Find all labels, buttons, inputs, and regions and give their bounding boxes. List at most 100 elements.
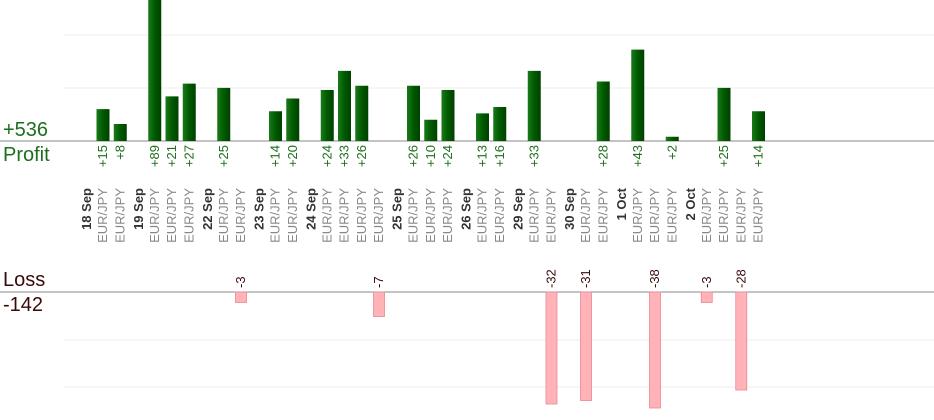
profit-bar: [182, 83, 196, 141]
pair-label: EUR/JPY: [647, 188, 662, 243]
profit-value-label: +25: [716, 145, 731, 167]
labels: +15 EUR/JPY +8 EUR/JPY +89 EUR/JPY +21 EUR/JPY +…: [79, 145, 766, 288]
bars: [96, 0, 765, 409]
loss-label: Loss: [3, 269, 46, 291]
pair-label: EUR/JPY: [371, 188, 386, 243]
profit-value-label: +2: [664, 145, 679, 160]
date-label: 2 Oct: [683, 187, 698, 220]
date-label: 29 Sep: [510, 188, 525, 230]
profit-bar: [596, 81, 610, 141]
loss-bar: [373, 291, 385, 317]
date-label: 1 Oct: [614, 187, 629, 220]
profit-value-label: +26: [354, 145, 369, 167]
pair-label: EUR/JPY: [630, 188, 645, 243]
profit-value-label: +8: [112, 145, 127, 160]
profit-bar: [752, 111, 765, 141]
pair-label: EUR/JPY: [147, 188, 162, 243]
loss-bar: [649, 291, 661, 409]
profit-value-label: +14: [751, 145, 766, 167]
date-label: 26 Sep: [459, 188, 474, 230]
pair-label: EUR/JPY: [268, 188, 283, 243]
profit-bar: [320, 90, 334, 141]
pair-label: EUR/JPY: [492, 188, 507, 243]
profit-bar: [355, 85, 369, 141]
profit-bar: [527, 70, 541, 141]
loss-bar: [235, 291, 247, 303]
profit-bar: [493, 107, 507, 141]
profit-total: +536: [3, 119, 49, 141]
pair-label: EUR/JPY: [112, 188, 127, 243]
profit-value-label: +15: [95, 145, 110, 167]
pair-label: EUR/JPY: [95, 188, 110, 243]
pair-label: EUR/JPY: [285, 188, 300, 243]
pair-label: EUR/JPY: [233, 188, 248, 243]
profit-value-label: +43: [630, 145, 645, 167]
loss-bar: [545, 291, 558, 405]
profit-value-label: +27: [181, 145, 196, 167]
pair-label: EUR/JPY: [337, 188, 352, 243]
pair-label: EUR/JPY: [733, 188, 748, 243]
profit-value-label: +25: [216, 145, 231, 167]
profit-bar: [96, 109, 110, 141]
date-label: 18 Sep: [79, 188, 94, 230]
profit-value-label: +14: [268, 145, 283, 167]
profit-bar: [717, 87, 731, 141]
pair-label: EUR/JPY: [181, 188, 196, 243]
profit-bar: [165, 96, 179, 141]
loss-value-label: -31: [578, 269, 593, 288]
date-label: 30 Sep: [562, 188, 577, 230]
date-label: 24 Sep: [303, 188, 318, 230]
profit-value-label: +33: [337, 145, 352, 167]
loss-bar: [735, 291, 748, 391]
profit-bar: [476, 113, 489, 141]
profit-value-label: +28: [595, 145, 610, 167]
loss-bar: [700, 291, 713, 303]
profit-bar: [269, 111, 282, 141]
pair-label: EUR/JPY: [751, 188, 766, 243]
date-label: 19 Sep: [131, 188, 146, 230]
pair-label: EUR/JPY: [595, 188, 610, 243]
profit-bar: [665, 136, 679, 141]
date-label: 22 Sep: [200, 188, 215, 230]
pair-label: EUR/JPY: [319, 188, 334, 243]
pair-label: EUR/JPY: [716, 188, 731, 243]
profit-bar: [113, 124, 127, 141]
pair-label: EUR/JPY: [699, 188, 714, 243]
pair-label: EUR/JPY: [164, 188, 179, 243]
date-label: 23 Sep: [252, 188, 267, 230]
profit-value-label: +13: [475, 145, 490, 167]
profit-bar: [148, 0, 162, 141]
profit-bar: [424, 119, 438, 141]
date-label: 25 Sep: [390, 188, 405, 230]
loss-total: -142: [3, 294, 44, 316]
pair-label: EUR/JPY: [475, 188, 490, 243]
pair-label: EUR/JPY: [544, 188, 559, 243]
profit-value-label: +89: [147, 145, 162, 167]
loss-value-label: -38: [647, 269, 662, 288]
pair-label: EUR/JPY: [216, 188, 231, 243]
profit-value-label: +20: [285, 145, 300, 167]
profit-bar: [286, 98, 300, 141]
profit-label: Profit: [3, 144, 50, 166]
pair-label: EUR/JPY: [664, 188, 679, 243]
loss-value-label: -3: [699, 276, 714, 288]
profit-bar: [407, 85, 420, 141]
profit-bar: [441, 90, 455, 141]
profit-bar: [338, 70, 351, 141]
pair-label: EUR/JPY: [578, 188, 593, 243]
pair-label: EUR/JPY: [526, 188, 541, 243]
profit-bar: [631, 49, 645, 141]
profit-bar: [217, 87, 231, 141]
pair-label: EUR/JPY: [423, 188, 438, 243]
profit-value-label: +33: [526, 145, 541, 167]
loss-value-label: -32: [544, 269, 559, 288]
loss-bar: [580, 291, 592, 401]
pair-label: EUR/JPY: [440, 188, 455, 243]
loss-value-label: -28: [733, 269, 748, 288]
pair-label: EUR/JPY: [354, 188, 369, 243]
loss-value-label: -3: [233, 276, 248, 288]
loss-value-label: -7: [371, 276, 386, 288]
profit-value-label: +10: [423, 145, 438, 167]
pair-label: EUR/JPY: [406, 188, 421, 243]
